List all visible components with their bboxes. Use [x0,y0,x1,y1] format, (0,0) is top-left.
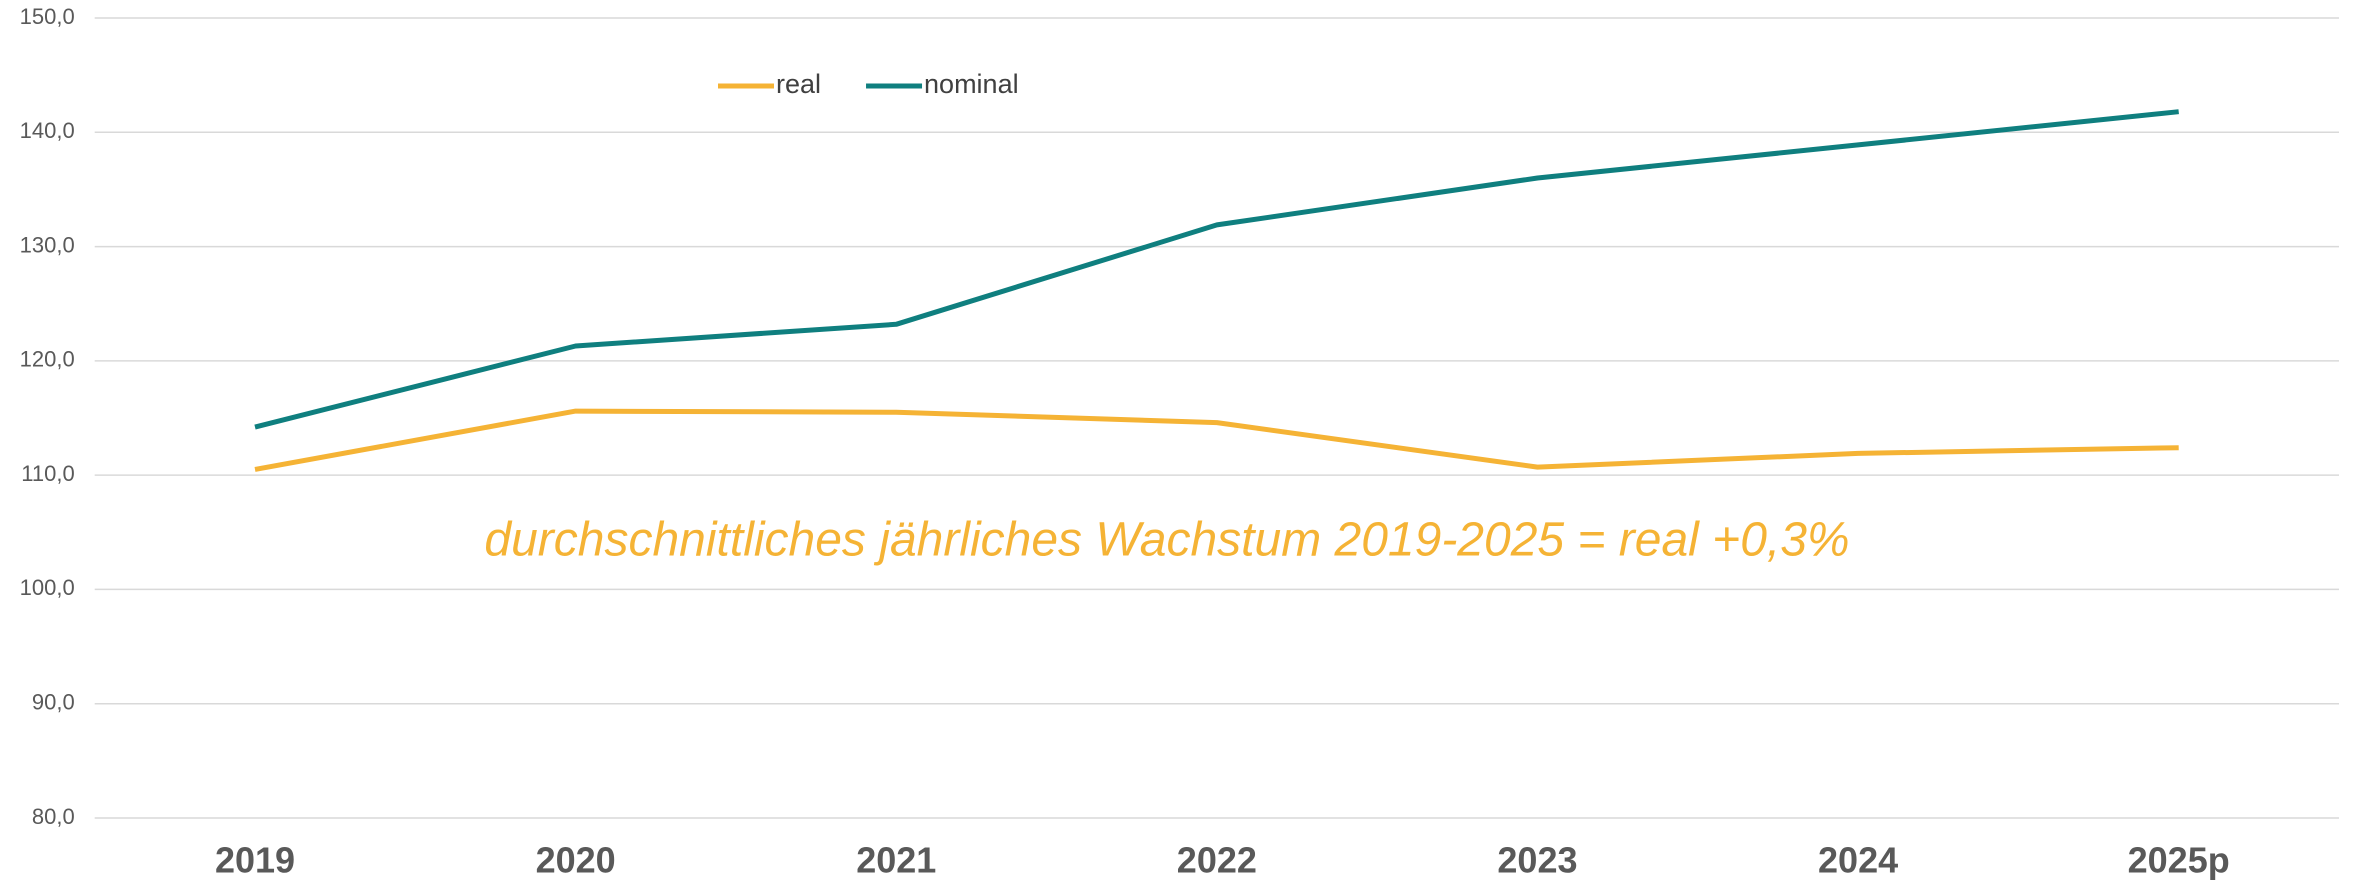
line-real [254,408,2179,472]
x-tick-label: 2022 [1177,840,1257,881]
y-tick-label: 120,0 [20,347,75,372]
annotation: durchschnittliches jährliches Wachstum 2… [484,514,1849,567]
legend-label: real [776,69,821,99]
y-tick-label: 110,0 [21,461,74,486]
x-tick-label: 2019 [215,840,295,881]
y-tick-label: 130,0 [20,232,75,257]
y-tick-label: 80,0 [32,804,75,829]
x-tick-label: 2020 [536,840,616,881]
line-nominal [254,109,2179,430]
x-tick-label: 2021 [856,840,936,881]
x-tick-label: 2024 [1818,840,1898,881]
x-tick-label: 2023 [1497,840,1577,881]
y-tick-label: 150,0 [20,4,75,29]
y-tick-label: 100,0 [20,575,75,600]
x-tick-label: 2025p [2128,840,2230,881]
y-tick-label: 90,0 [32,690,75,715]
y-tick-label: 140,0 [20,118,75,143]
legend-label: nominal [924,69,1019,99]
